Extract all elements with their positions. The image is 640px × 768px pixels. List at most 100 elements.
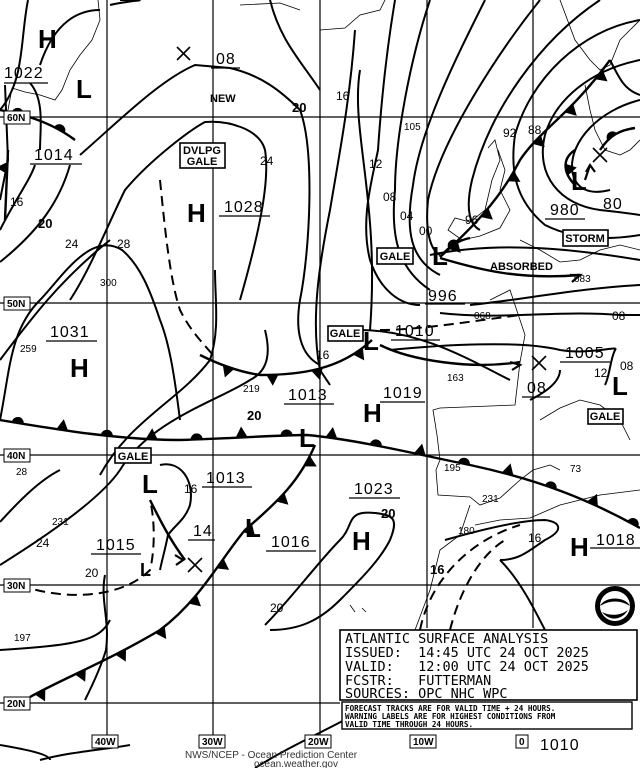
cold-front-triangle — [235, 426, 248, 438]
lat-label: 40N — [7, 451, 25, 462]
obs-value: 259 — [20, 344, 37, 355]
high-center: H — [187, 198, 206, 228]
isobar-label: 20 — [247, 408, 261, 423]
obs-value: 300 — [100, 278, 117, 289]
low-center: L — [432, 241, 448, 271]
warm-front-semicircle — [100, 429, 113, 437]
warning-gale: GALE — [380, 251, 411, 263]
lat-label: 60N — [7, 113, 25, 124]
isobar-label: 24 — [260, 154, 274, 168]
cold-front-triangle — [216, 558, 230, 570]
isobar-label: 12 — [369, 157, 383, 171]
isobar-label: 20 — [381, 506, 395, 521]
isobar-label: 16 — [336, 89, 350, 103]
cold-front-triangle — [34, 688, 46, 702]
isobar-label: 20 — [38, 216, 52, 231]
warning-labels: DVLPG GALE GALE STORM GALE GALE GALE NEW… — [114, 93, 624, 464]
high-center: H — [363, 398, 382, 428]
low-center: L — [140, 560, 151, 580]
low-center: L — [571, 166, 587, 196]
low-center: L — [612, 371, 628, 401]
obs-value: 180 — [458, 526, 475, 537]
obs-value: 28 — [16, 467, 28, 478]
pressure-value: 1023 — [354, 481, 394, 498]
pressure-value: 1013 — [206, 470, 246, 487]
cold-front-triangle — [565, 163, 577, 176]
grid-labels: 60N 50N 40N 30N 20N 40W 30W 20W 10W 0 — [3, 110, 529, 749]
warm-front-semicircle — [457, 457, 470, 465]
cold-front-triangle — [507, 171, 521, 182]
lat-label: 20N — [7, 699, 25, 710]
pressure-centers: H L H H H H H L L L L L L L L — [38, 24, 628, 580]
obs-value: 197 — [14, 633, 31, 644]
footer-url: ocean.weather.gov — [254, 759, 338, 768]
obs-value: 195 — [444, 463, 461, 474]
cold-front-triangle — [56, 419, 69, 431]
isobar-label: 96 — [465, 213, 479, 227]
warm-front-semicircle — [190, 433, 203, 440]
cold-front-triangle — [501, 463, 514, 476]
low-center: L — [363, 326, 379, 356]
cold-front-triangle — [276, 492, 289, 505]
isobar-label: 16 — [184, 482, 198, 496]
isobar-label: 16 — [10, 195, 24, 209]
warm-front-semicircle — [544, 481, 557, 490]
isobar-label: 04 — [400, 209, 414, 223]
obs-value: 083 — [574, 274, 591, 285]
cold-front-triangle — [352, 347, 365, 361]
high-center: H — [70, 353, 89, 383]
central-pressures: 1022 1014 1028 1031 1013 1019 1010 1005 … — [4, 51, 640, 754]
observations: 105 300 259 219 163 195 73 231 180 068 0… — [14, 122, 591, 644]
lon-label: 20W — [308, 737, 329, 748]
pressure-value: 1010 — [395, 323, 435, 340]
obs-value: 068 — [474, 311, 491, 322]
isobar-label: 28 — [117, 237, 131, 251]
isobar-label: 08 — [612, 309, 626, 323]
low-center: L — [142, 469, 158, 499]
isobar-label: 16 — [430, 562, 444, 577]
new-label: NEW — [210, 93, 236, 105]
isobar-label: 08 — [383, 190, 397, 204]
pressure-value: 1014 — [34, 147, 74, 164]
high-center: H — [38, 24, 57, 54]
noaa-logo — [595, 586, 635, 626]
storm-tracks — [174, 46, 608, 573]
obs-value: 219 — [243, 384, 260, 395]
isobar-label: 20 — [85, 566, 99, 580]
legend-forecaster: FCSTR: FUTTERMAN — [345, 673, 491, 689]
cold-front-triangle — [564, 103, 577, 116]
legend-notice-line: WARNING LABELS ARE FOR HIGHEST CONDITION… — [345, 712, 556, 721]
legend-sources: SOURCES: OPC NHC WPC — [345, 686, 508, 702]
lat-label: 50N — [7, 299, 25, 310]
obs-value: 163 — [447, 373, 464, 384]
isobar-label: 88 — [528, 123, 542, 137]
warm-front-semicircle — [447, 239, 459, 249]
pressure-value: 1013 — [288, 387, 328, 404]
warning-storm: STORM — [565, 233, 605, 245]
obs-value: 231 — [52, 517, 69, 528]
low-center: L — [76, 74, 92, 104]
cold-front-triangle — [413, 443, 426, 456]
isobar-labels: 16 20 24 28 24 20 16 12 08 04 00 96 92 8… — [10, 89, 634, 615]
pressure-value: 80 — [603, 196, 623, 213]
cold-front-triangle — [532, 135, 545, 148]
legend-notice-line: VALID TIME THROUGH 24 HOURS. — [345, 720, 473, 729]
pressure-value: 1028 — [224, 199, 264, 216]
isobar-label: 16 — [528, 531, 542, 545]
isobar-label: 24 — [36, 536, 50, 550]
pressure-value: 1016 — [271, 534, 311, 551]
warning-gale: GALE — [590, 411, 621, 423]
cold-front-triangle — [311, 367, 323, 380]
high-center: H — [352, 526, 371, 556]
pressure-value: 1022 — [4, 65, 44, 82]
obs-value: 231 — [482, 494, 499, 505]
cold-front-triangle — [145, 428, 158, 440]
warning-gale: GALE — [187, 156, 218, 168]
analysis-legend: ATLANTIC SURFACE ANALYSIS ISSUED: 14:45 … — [339, 629, 638, 730]
cold-front-triangle — [325, 426, 338, 439]
high-center: H — [570, 532, 589, 562]
dashed-troughs — [19, 179, 521, 631]
pressure-value: 980 — [550, 202, 580, 219]
fronts — [0, 59, 640, 702]
